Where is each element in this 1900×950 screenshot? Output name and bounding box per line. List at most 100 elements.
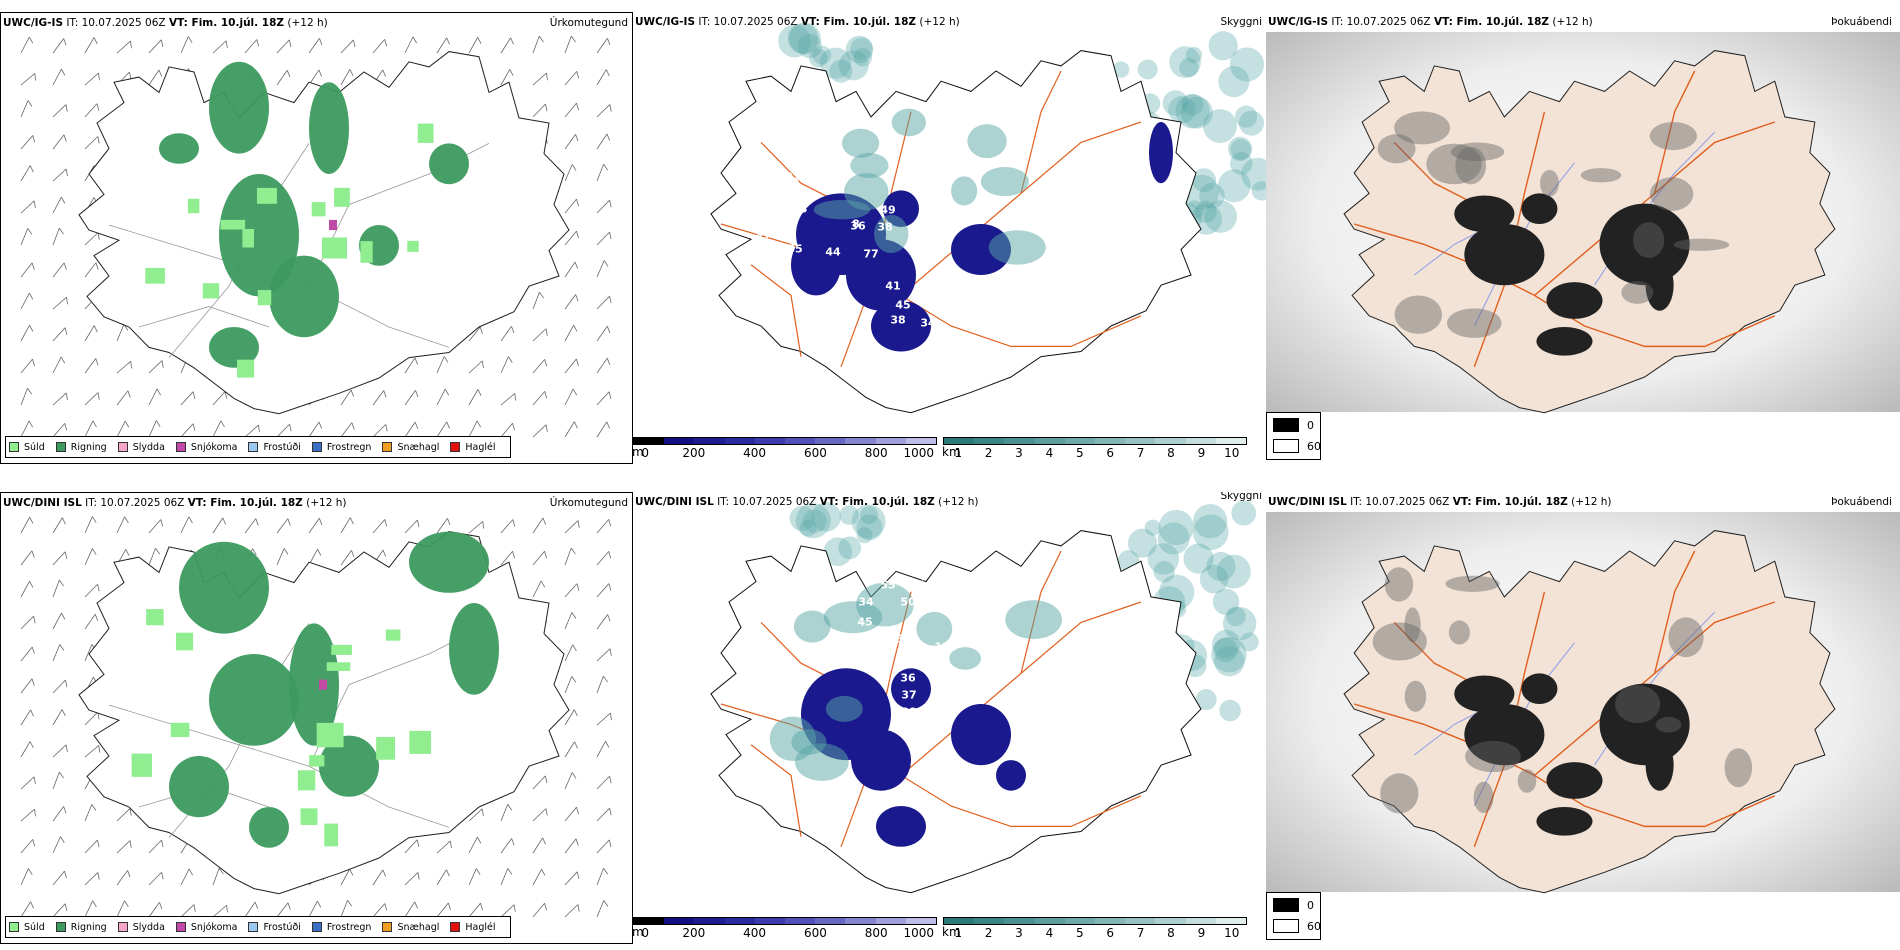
cloud-base-label: 22: [785, 170, 801, 184]
colorbar-bin: [1095, 438, 1126, 444]
wind-barb: [84, 839, 100, 854]
fog-indicator-area: [1465, 740, 1521, 773]
precip-panel-row2: UWC/DINI ISL IT: 10.07.2025 06Z VT: Fim.…: [0, 492, 633, 944]
wind-barb: [148, 547, 160, 566]
wind-barb: [180, 391, 196, 406]
colorbar-tick: 5: [1075, 926, 1084, 940]
wind-barb: [564, 871, 580, 886]
visibility-area: [1157, 522, 1190, 555]
fog-indicator-area: [1649, 177, 1694, 211]
panel-title: Úrkomutegund: [549, 17, 628, 29]
fog-indicator-area: [1464, 704, 1545, 766]
colorbar-unit: m: [633, 445, 644, 459]
legend-label: Frostúði: [263, 441, 301, 453]
panel-header: UWC/IG-IS IT: 10.07.2025 06Z VT: Fim. 10…: [1268, 16, 1593, 28]
legend-label: Frostregn: [326, 921, 372, 933]
fog-indicator-area: [1404, 680, 1427, 712]
iceland-land: [1343, 50, 1836, 414]
wind-barb: [500, 393, 516, 406]
wind-barb: [468, 389, 482, 406]
colorbar-tick: 6: [1106, 446, 1115, 460]
legend-item: Snjókoma: [175, 922, 237, 933]
drizzle-area: [326, 662, 351, 671]
wind-barb: [436, 869, 450, 886]
rain-area: [169, 756, 229, 818]
drizzle-area: [170, 722, 190, 738]
colorbar-tick: 4: [1045, 926, 1054, 940]
fog-indicator-area: [1536, 807, 1593, 836]
visibility-area: [1127, 528, 1158, 558]
legend-label: Frostúði: [263, 921, 301, 933]
road: [1020, 70, 1062, 194]
legend-swatch-white: [1273, 919, 1299, 933]
wind-barb: [52, 870, 67, 886]
fog-indicator-area: [1445, 575, 1500, 592]
wind-barb: [52, 327, 68, 342]
wind-barb: [244, 901, 259, 918]
wind-barb: [340, 39, 356, 54]
cloud-base-label: 42: [755, 230, 771, 244]
snow-area: [329, 219, 337, 231]
fog-indicator-area: [1450, 142, 1505, 162]
rain-area: [409, 531, 489, 593]
low-cloud-area: [951, 704, 1011, 766]
visibility-area: [951, 176, 978, 206]
wind-barb: [52, 168, 68, 182]
legend-item: Snæhagl: [382, 442, 439, 453]
wind-barb: [596, 675, 608, 694]
fog-indicator-area: [1540, 169, 1559, 197]
colorbar-tick: 10: [1224, 446, 1240, 460]
legend-item: Frostregn: [311, 921, 372, 933]
colorbar-bin: [785, 438, 816, 444]
cloud-base-label: 31: [760, 685, 776, 699]
visibility-area: [1217, 169, 1251, 203]
wind-barb: [436, 421, 450, 438]
colorbar-tick: 600: [803, 446, 827, 460]
colorbar-tick: 3: [1015, 446, 1023, 460]
visibility-area: [850, 153, 889, 179]
wind-barb: [52, 296, 68, 310]
cloud-base-label: 120: [934, 640, 958, 654]
visibility-area: [1212, 629, 1241, 659]
visibility-area: [1162, 90, 1189, 116]
visibility-area: [1181, 93, 1204, 116]
wind-barb: [116, 870, 131, 886]
wind-barb: [84, 745, 100, 758]
drizzle-area: [256, 187, 277, 204]
wind-barb: [436, 518, 451, 534]
wind-barb: [276, 548, 289, 566]
visibility-area: [1153, 561, 1175, 583]
wind-barb: [52, 644, 65, 662]
colorbar-bin: [754, 918, 786, 924]
legend-item: Frostúði: [248, 441, 301, 453]
wind-barb: [20, 228, 33, 246]
panel-title: Þokuábendi: [1831, 496, 1892, 508]
wind-barb: [244, 518, 259, 534]
cloud-base-label: 73: [888, 632, 904, 646]
colorbar-bin: [1064, 918, 1096, 924]
visibility-area: [980, 167, 1029, 197]
colorbar-bin: [1034, 918, 1065, 924]
wind-barb: [596, 69, 610, 86]
colorbar-bin: [754, 438, 786, 444]
colorbar-bin: [944, 438, 975, 444]
legend-swatch: [9, 442, 19, 452]
road: [750, 744, 802, 837]
road: [1533, 601, 1776, 776]
cloud-base-label: 34: [1045, 272, 1061, 286]
colorbar-bin: [664, 438, 695, 444]
fog-indicator-area: [1455, 146, 1487, 185]
wind-barb: [52, 771, 64, 790]
wind-barb: [532, 103, 548, 118]
colorbar-tick: 0: [641, 446, 649, 460]
legend-swatch: [311, 922, 322, 932]
fog-indicator-area: [1645, 259, 1674, 311]
visibility-area: [1168, 96, 1196, 124]
colorbar-tick: 5: [1075, 446, 1084, 460]
wind-barb: [596, 164, 609, 182]
legend-swatch: [9, 922, 19, 932]
wind-barb: [468, 902, 483, 918]
wind-barb: [84, 358, 99, 374]
legend-label: Snæhagl: [397, 921, 440, 933]
visibility-area: [874, 214, 909, 254]
